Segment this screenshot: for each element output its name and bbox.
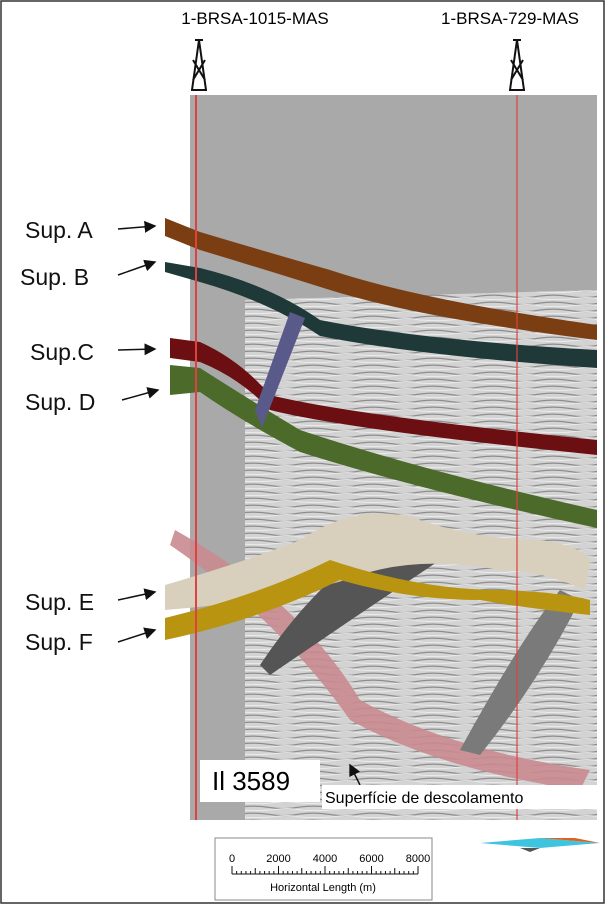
scale-tick-label: 4000 [313, 853, 337, 865]
well-label: 1-BRSA-1015-MAS [181, 9, 328, 28]
inline-label: Il 3589 [212, 766, 290, 796]
surface-label: Sup. E [25, 589, 94, 615]
surface-label: Sup. F [25, 629, 93, 655]
surface-label: Sup. A [25, 217, 93, 243]
scale-tick-label: 6000 [359, 853, 383, 865]
well-label: 1-BRSA-729-MAS [441, 9, 579, 28]
detachment-label: Superfície de descolamento [325, 790, 523, 807]
scale-title: Horizontal Length (m) [270, 882, 376, 894]
compass [480, 838, 600, 852]
surface-label: Sup. D [25, 389, 95, 415]
surface-label: Sup. B [20, 264, 89, 290]
figure: 1-BRSA-1015-MAS 1-BRSA-729-MAS Sup. A Su… [0, 0, 605, 904]
scale-tick-label: 2000 [266, 853, 290, 865]
scale-tick-label: 0 [229, 853, 235, 865]
surface-label: Sup.C [30, 339, 94, 365]
scale-tick-label: 8000 [406, 853, 430, 865]
derrick-icon [191, 40, 525, 90]
